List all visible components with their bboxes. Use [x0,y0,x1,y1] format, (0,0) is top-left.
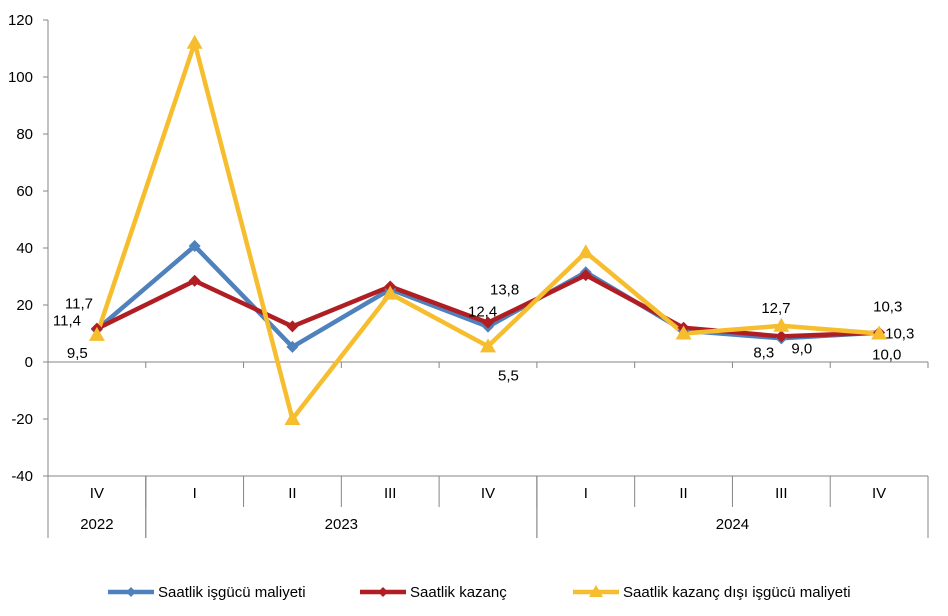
x-tick-label: II [679,485,687,502]
y-tick-label: -40 [11,468,33,485]
series-line-2 [94,40,882,422]
x-tick-label: IV [90,485,104,502]
data-point [675,325,692,340]
year-label: 2022 [80,516,113,533]
legend-label: Saatlik kazanç dışı işgücü maliyeti [623,584,851,601]
data-point [482,316,494,329]
data-point [188,274,201,287]
data-point [480,338,496,353]
x-tick-label: I [584,485,588,502]
data-label: 9,5 [67,345,88,362]
year-label: 2024 [716,516,749,533]
y-tick-label: 80 [16,126,33,143]
data-point [579,269,592,282]
data-labels: 11,711,4 9,5 13,8 12,4 5,5 12,7 8,3 9,0 10,3 10,3… [53,282,914,385]
data-point [286,320,299,333]
y-tick-label: -20 [11,411,33,428]
x-tick-label: III [775,485,788,502]
y-tick-label: 60 [16,183,33,200]
x-tick-label: II [288,485,296,502]
legend-marker [126,587,136,597]
x-tick-label: IV [872,485,886,502]
data-point [88,326,105,341]
data-point [284,411,301,425]
x-tick-label: III [384,485,397,502]
data-point [871,325,888,340]
data-label: 12,4 [468,304,497,321]
x-tick-label: I [193,485,197,502]
legend-label: Saatlik kazanç [410,584,507,601]
data-label: 10,3 [873,299,902,316]
data-point [186,34,203,49]
data-point [188,240,201,253]
data-label: 13,8 [490,282,519,299]
y-tick-label: 20 [16,297,33,314]
legend-marker [378,587,388,597]
data-label: 11,7 [65,296,93,313]
data-point [773,317,790,332]
data-point [286,340,299,353]
data-label: 12,7 [761,300,790,317]
x-tick-label: IV [481,485,495,502]
data-label: 11,4 [53,313,81,330]
legend-marker [589,585,603,597]
year-label: 2023 [325,516,358,533]
legend-label: Saatlik işgücü maliyeti [158,584,306,601]
data-point [577,244,594,259]
data-point [775,330,788,343]
y-tick-label: 120 [8,12,33,29]
y-tick-label: 40 [16,240,33,257]
data-point [382,285,399,300]
data-label: 10,3 [885,326,914,343]
data-label: 5,5 [498,367,519,384]
y-tick-label: 0 [25,354,33,371]
data-label: 8,3 [753,344,774,361]
series-lines [88,34,888,425]
y-tick-label: 100 [8,69,33,86]
data-label: 9,0 [791,340,812,357]
data-label: 10,0 [872,347,901,364]
legend: Saatlik işgücü maliyeti Saatlik kazanç Saa… [108,584,851,601]
